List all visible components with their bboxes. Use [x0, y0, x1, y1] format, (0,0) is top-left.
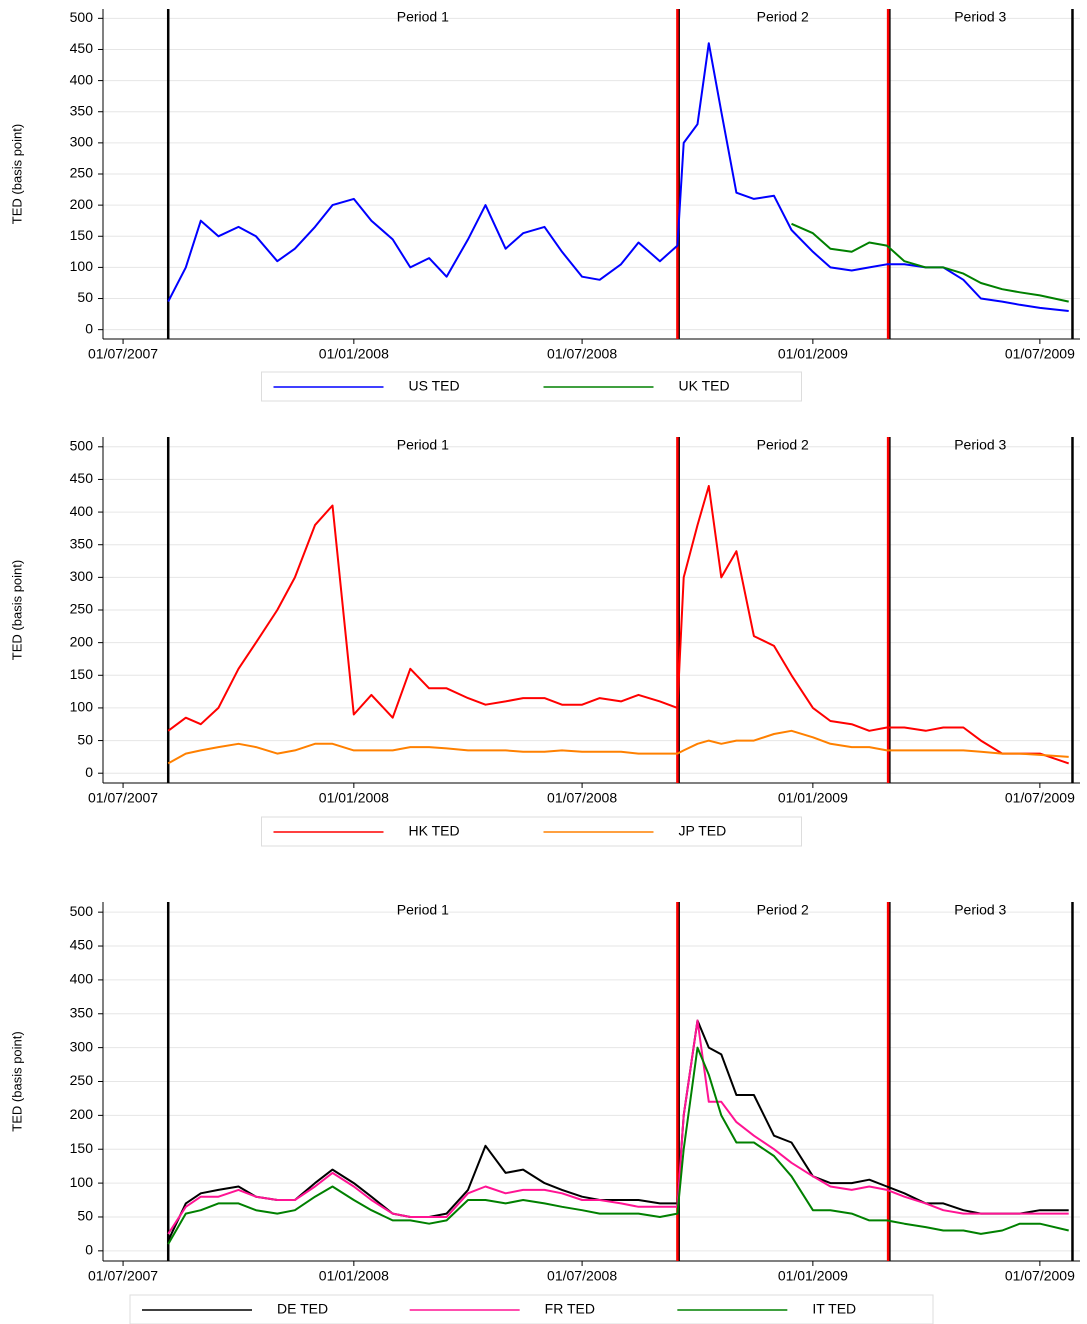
- period-label: Period 1: [397, 902, 449, 918]
- y-tick-label: 200: [70, 633, 94, 649]
- y-tick-label: 200: [70, 196, 94, 212]
- x-tick-label: 01/07/2007: [88, 1268, 158, 1284]
- x-tick-label: 01/01/2008: [319, 790, 389, 806]
- x-tick-label: 01/01/2009: [778, 1268, 848, 1284]
- period-label: Period 2: [757, 437, 809, 453]
- y-tick-label: 0: [85, 764, 93, 780]
- series-line: [791, 222, 1069, 303]
- legend-box: [261, 371, 802, 402]
- x-tick-label: 01/07/2008: [547, 790, 617, 806]
- y-tick-label: 100: [70, 258, 94, 274]
- y-axis-label: TED (basis point): [9, 124, 24, 224]
- y-tick-label: 50: [77, 731, 93, 747]
- legend-box: [129, 1294, 934, 1324]
- y-tick-label: 50: [77, 289, 93, 305]
- y-tick-label: 250: [70, 1072, 94, 1088]
- y-tick-label: 400: [70, 71, 94, 87]
- y-axis-label: TED (basis point): [9, 560, 24, 660]
- y-tick-label: 500: [70, 9, 94, 25]
- y-tick-label: 350: [70, 535, 94, 551]
- y-tick-label: 450: [70, 40, 94, 56]
- y-tick-label: 300: [70, 568, 94, 584]
- x-tick-label: 01/07/2007: [88, 790, 158, 806]
- y-tick-label: 450: [70, 937, 94, 953]
- legend-label: JP TED: [679, 823, 727, 839]
- y-tick-label: 0: [85, 320, 93, 336]
- x-tick-label: 01/07/2009: [1005, 1268, 1075, 1284]
- legend-label: IT TED: [812, 1301, 856, 1317]
- series-line: [167, 42, 1069, 312]
- series-line: [167, 729, 1069, 765]
- y-tick-label: 100: [70, 1174, 94, 1190]
- x-tick-label: 01/01/2009: [778, 346, 848, 362]
- y-tick-label: 150: [70, 666, 94, 682]
- y-tick-label: 200: [70, 1106, 94, 1122]
- period-label: Period 1: [397, 437, 449, 453]
- series-line: [167, 1046, 1069, 1245]
- y-tick-label: 350: [70, 1004, 94, 1020]
- x-tick-label: 01/01/2009: [778, 790, 848, 806]
- y-axis-label: TED (basis point): [9, 1031, 24, 1131]
- series-line: [167, 1019, 1069, 1235]
- legend-label: FR TED: [545, 1301, 595, 1317]
- y-tick-label: 100: [70, 699, 94, 715]
- y-tick-label: 300: [70, 1038, 94, 1054]
- x-tick-label: 01/07/2009: [1005, 346, 1075, 362]
- legend-label: US TED: [409, 378, 460, 394]
- y-tick-label: 50: [77, 1208, 93, 1224]
- x-tick-label: 01/07/2007: [88, 346, 158, 362]
- period-label: Period 2: [757, 902, 809, 918]
- y-tick-label: 300: [70, 134, 94, 150]
- y-tick-label: 250: [70, 165, 94, 181]
- period-label: Period 1: [397, 9, 449, 25]
- legend-label: UK TED: [679, 378, 730, 394]
- y-tick-label: 150: [70, 227, 94, 243]
- x-tick-label: 01/07/2008: [547, 1268, 617, 1284]
- y-tick-label: 450: [70, 470, 94, 486]
- x-tick-label: 01/07/2009: [1005, 790, 1075, 806]
- x-tick-label: 01/01/2008: [319, 346, 389, 362]
- y-tick-label: 400: [70, 971, 94, 987]
- y-tick-label: 500: [70, 903, 94, 919]
- y-tick-label: 500: [70, 437, 94, 453]
- x-tick-label: 01/07/2008: [547, 346, 617, 362]
- legend-box: [261, 816, 802, 847]
- y-tick-label: 250: [70, 601, 94, 617]
- y-tick-label: 0: [85, 1242, 93, 1258]
- y-tick-label: 150: [70, 1140, 94, 1156]
- period-label: Period 3: [954, 437, 1006, 453]
- period-label: Period 3: [954, 902, 1006, 918]
- period-label: Period 2: [757, 9, 809, 25]
- y-tick-label: 350: [70, 102, 94, 118]
- x-tick-label: 01/01/2008: [319, 1268, 389, 1284]
- legend-label: DE TED: [277, 1301, 328, 1317]
- y-tick-label: 400: [70, 503, 94, 519]
- period-label: Period 3: [954, 9, 1006, 25]
- series-line: [167, 1019, 1069, 1242]
- series-line: [167, 485, 1070, 765]
- legend-label: HK TED: [409, 823, 460, 839]
